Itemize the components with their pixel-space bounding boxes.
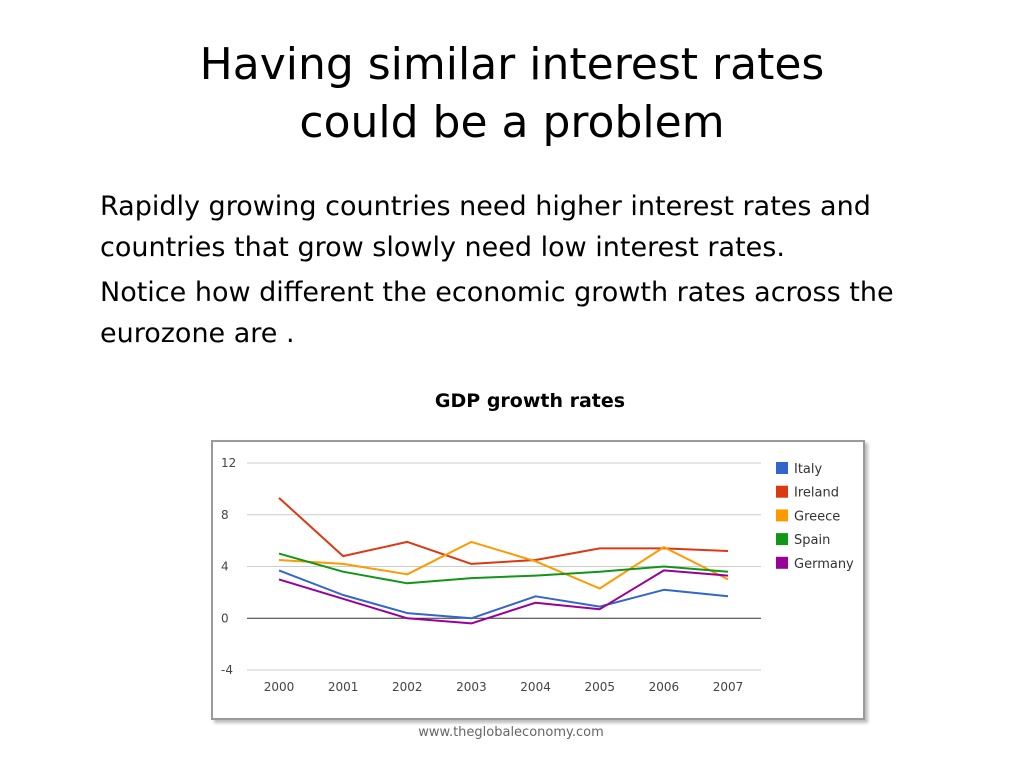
y-tick-label: 4 [221,560,229,574]
slide-title-line-2: could be a problem [299,97,725,148]
legend-label-greece: Greece [794,509,840,524]
x-tick-label: 2007 [713,680,744,694]
y-tick-label: 0 [221,611,229,625]
x-tick-label: 2001 [328,680,359,694]
chart-frame: -4 0 4 8 12 2000 2001 2002 2003 2004 2005 2006 2007 I… [211,440,865,720]
series-line-germany [278,569,729,625]
chart-title: GDP growth rates [434,390,626,412]
x-tick-label: 2005 [584,680,615,694]
slide-body: Rapidly growing countries need higher in… [100,186,950,358]
legend-swatch-ireland [776,485,788,498]
series-line-italy [278,569,729,620]
legend-label-ireland: Ireland [794,486,839,501]
series-line-spain [278,552,729,585]
slide-title: Having similar interest rates could be a… [0,36,1024,152]
series-line-ireland [278,497,729,565]
slide-title-line-1: Having similar interest rates [199,39,825,90]
x-tick-label: 2000 [264,680,295,694]
x-tick-label: 2002 [392,680,423,694]
legend-label-spain: Spain [794,533,830,548]
legend-label-italy: Italy [794,462,823,477]
legend-swatch-spain [776,533,788,546]
x-tick-label: 2006 [649,680,680,694]
y-tick-label: 12 [221,456,236,470]
paragraph-1: Rapidly growing countries need higher in… [100,191,871,263]
paragraph-2: Notice how different the economic growth… [100,277,894,349]
y-tick-label: -4 [221,663,233,677]
y-tick-label: 8 [221,508,229,522]
x-tick-label: 2004 [520,680,551,694]
legend-swatch-germany [776,556,788,569]
legend-label-germany: Germany [794,557,854,572]
line-chart: -4 0 4 8 12 2000 2001 2002 2003 2004 2005 2006 2007 I… [221,456,854,694]
source-credit: www.theglobaleconomy.com [418,725,604,740]
legend-swatch-italy [776,462,788,474]
x-tick-label: 2003 [456,680,487,694]
series-line-greece [278,540,729,590]
legend-swatch-greece [776,509,788,522]
